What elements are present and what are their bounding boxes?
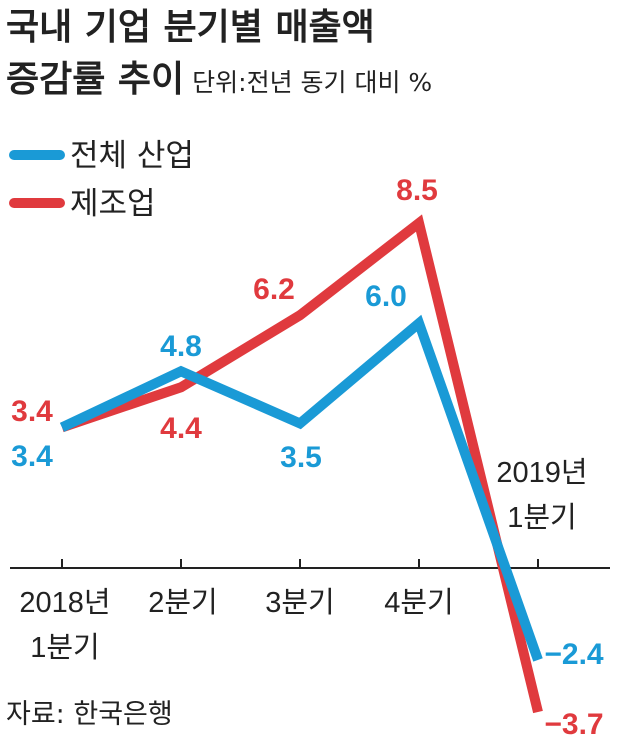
x-tick-label: 1분기 <box>507 502 577 534</box>
data-label: 3.5 <box>280 441 322 474</box>
chart-title-line1: 국내 기업 분기별 매출액 <box>6 7 375 48</box>
data-label: 4.8 <box>160 330 202 363</box>
chart-title-line2-text: 증감률 추이 <box>6 59 185 100</box>
series-line-manufacturing <box>60 214 543 714</box>
legend-label: 전체 산업 <box>70 138 194 174</box>
x-tick-label: 2019년 <box>496 457 587 489</box>
x-tick-label: 1분기 <box>30 632 100 664</box>
data-label: 3.4 <box>11 395 53 428</box>
x-tick-label: 4분기 <box>384 587 454 619</box>
data-label: 6.0 <box>365 280 407 313</box>
data-label: −2.4 <box>544 638 604 671</box>
x-tick-label: 2분기 <box>148 587 218 619</box>
chart-title-line2: 증감률 추이 단위:전년 동기 대비 % <box>6 54 432 109</box>
source-label: 자료: 한국은행 <box>6 699 173 730</box>
series-line-total <box>59 314 543 662</box>
data-label: 3.4 <box>11 440 53 473</box>
x-tick-label: 2018년 <box>19 587 110 619</box>
data-label: 6.2 <box>253 273 295 306</box>
legend-label: 제조업 <box>70 186 156 222</box>
data-label: 8.5 <box>396 174 438 207</box>
data-label: −3.7 <box>544 708 603 737</box>
data-label: 4.4 <box>160 412 202 445</box>
chart-title: 국내 기업 분기별 매출액 증감률 추이 단위:전년 동기 대비 % <box>6 2 432 109</box>
x-tick-label: 3분기 <box>265 587 335 619</box>
unit-label: 단위:전년 동기 대비 % <box>192 68 433 97</box>
